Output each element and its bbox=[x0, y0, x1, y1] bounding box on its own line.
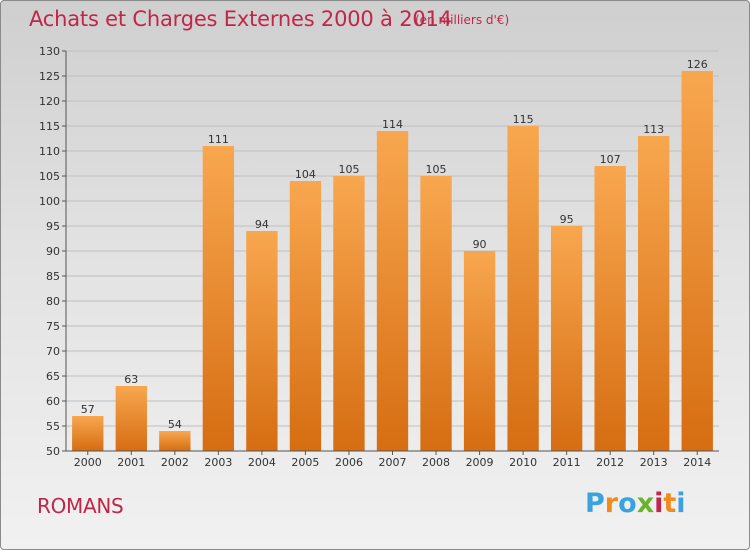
y-tick-label: 50 bbox=[46, 445, 60, 458]
bar-value-label: 104 bbox=[295, 168, 316, 181]
bar bbox=[376, 131, 409, 451]
bar bbox=[638, 136, 670, 451]
logo-letter: o bbox=[618, 488, 637, 519]
x-tick-label: 2007 bbox=[379, 456, 407, 469]
bar bbox=[420, 176, 452, 451]
y-tick-label: 80 bbox=[46, 295, 60, 308]
y-tick-label: 130 bbox=[39, 45, 60, 58]
logo-letter: r bbox=[604, 488, 619, 519]
bar-value-label: 113 bbox=[643, 123, 664, 136]
x-tick-label: 2012 bbox=[596, 456, 624, 469]
y-tick-label: 75 bbox=[46, 320, 60, 333]
bar bbox=[550, 226, 583, 451]
y-tick-label: 85 bbox=[46, 270, 60, 283]
bar bbox=[681, 71, 713, 451]
y-tick-label: 110 bbox=[39, 145, 60, 158]
x-tick-label: 2008 bbox=[422, 456, 450, 469]
bar-value-label: 126 bbox=[687, 58, 708, 71]
chart-subtitle: (en milliers d'€) bbox=[415, 13, 510, 27]
y-tick-label: 100 bbox=[39, 195, 60, 208]
bar-value-label: 94 bbox=[255, 218, 269, 231]
bar-value-label: 54 bbox=[168, 418, 182, 431]
x-tick-label: 2013 bbox=[640, 456, 668, 469]
y-tick-label: 65 bbox=[46, 370, 60, 383]
bar-value-label: 115 bbox=[513, 113, 534, 126]
x-tick-label: 2004 bbox=[248, 456, 276, 469]
logo-letter: t bbox=[663, 488, 677, 519]
logo-letter: P bbox=[585, 488, 605, 519]
bar bbox=[72, 416, 104, 451]
labels-layer: 57 63 54 111 94 104 105 114 105 90 115 95 107 113 126 bbox=[81, 58, 708, 431]
bar bbox=[246, 231, 278, 451]
logo-letter: i bbox=[676, 488, 686, 519]
bar bbox=[333, 176, 365, 451]
y-tick-label: 90 bbox=[46, 245, 60, 258]
x-tick-label: 2000 bbox=[74, 456, 102, 469]
bar-value-label: 63 bbox=[124, 373, 138, 386]
y-tick-label: 115 bbox=[39, 120, 60, 133]
bars-layer bbox=[72, 71, 713, 451]
bar bbox=[594, 166, 626, 451]
x-tick-label: 2001 bbox=[117, 456, 145, 469]
bar bbox=[159, 431, 191, 451]
location-name: ROMANS bbox=[37, 494, 124, 518]
bar bbox=[289, 181, 322, 451]
bar bbox=[507, 126, 539, 451]
logo-letter: i bbox=[654, 488, 664, 519]
x-tick-label: 2010 bbox=[509, 456, 537, 469]
chart-title: Achats et Charges Externes 2000 à 2014 bbox=[29, 7, 452, 31]
bar bbox=[463, 251, 496, 451]
bar bbox=[202, 146, 235, 451]
bar-value-label: 111 bbox=[208, 133, 229, 146]
bar-value-label: 90 bbox=[473, 238, 487, 251]
x-tick-label: 2006 bbox=[335, 456, 363, 469]
y-tick-label: 70 bbox=[46, 345, 60, 358]
bar-value-label: 105 bbox=[426, 163, 447, 176]
x-tick-label: 2014 bbox=[683, 456, 711, 469]
y-tick-label: 60 bbox=[46, 395, 60, 408]
y-tick-label: 120 bbox=[39, 95, 60, 108]
bar-value-label: 95 bbox=[560, 213, 574, 226]
bar bbox=[115, 386, 147, 451]
x-tick-label: 2005 bbox=[291, 456, 319, 469]
y-tick-label: 105 bbox=[39, 170, 60, 183]
bar-value-label: 114 bbox=[382, 118, 403, 131]
x-tick-label: 2003 bbox=[204, 456, 232, 469]
x-tick-label: 2002 bbox=[161, 456, 189, 469]
axes-layer: 50 55 60 65 70 75 80 85 90 95 100 105 110 115 120 125 13… bbox=[39, 45, 719, 469]
y-tick-label: 125 bbox=[39, 70, 60, 83]
bar-value-label: 105 bbox=[338, 163, 359, 176]
proxiti-logo: Proxiti bbox=[585, 488, 686, 519]
x-tick-label: 2011 bbox=[553, 456, 581, 469]
x-tick-label: 2009 bbox=[466, 456, 494, 469]
y-tick-label: 95 bbox=[46, 220, 60, 233]
y-tick-label: 55 bbox=[46, 420, 60, 433]
bar-value-label: 107 bbox=[600, 153, 621, 166]
logo-letter: x bbox=[636, 488, 655, 519]
bar-value-label: 57 bbox=[81, 403, 95, 416]
